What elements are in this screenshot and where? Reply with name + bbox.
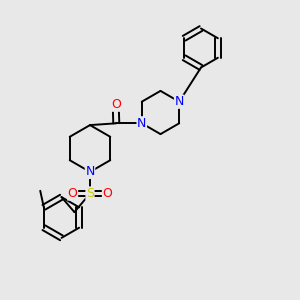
Text: O: O (68, 187, 77, 200)
Text: N: N (137, 117, 146, 130)
Text: N: N (175, 95, 184, 108)
Text: O: O (111, 98, 121, 111)
Text: N: N (85, 165, 95, 178)
Text: O: O (103, 187, 112, 200)
Text: S: S (86, 187, 94, 200)
